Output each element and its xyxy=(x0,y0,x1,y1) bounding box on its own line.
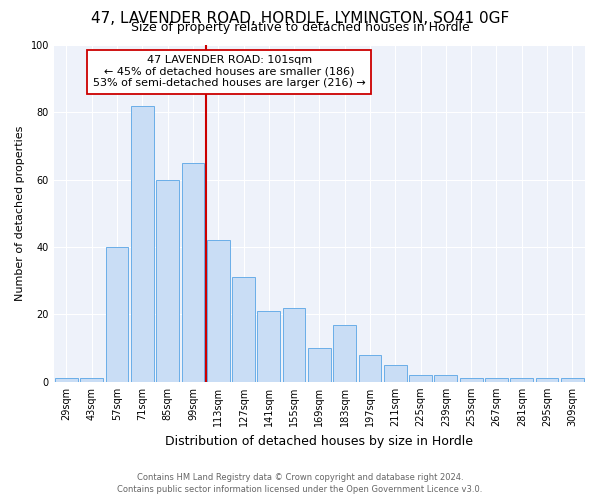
Text: Contains HM Land Registry data © Crown copyright and database right 2024.
Contai: Contains HM Land Registry data © Crown c… xyxy=(118,472,482,494)
Bar xyxy=(131,106,154,382)
Bar xyxy=(106,247,128,382)
Bar xyxy=(561,378,584,382)
Bar xyxy=(334,324,356,382)
Bar xyxy=(232,278,255,382)
Bar xyxy=(460,378,482,382)
X-axis label: Distribution of detached houses by size in Hordle: Distribution of detached houses by size … xyxy=(166,434,473,448)
Bar xyxy=(511,378,533,382)
Bar xyxy=(409,375,432,382)
Bar xyxy=(257,311,280,382)
Bar xyxy=(434,375,457,382)
Bar xyxy=(283,308,305,382)
Text: Size of property relative to detached houses in Hordle: Size of property relative to detached ho… xyxy=(131,21,469,34)
Text: 47, LAVENDER ROAD, HORDLE, LYMINGTON, SO41 0GF: 47, LAVENDER ROAD, HORDLE, LYMINGTON, SO… xyxy=(91,11,509,26)
Bar xyxy=(384,365,407,382)
Bar xyxy=(359,355,382,382)
Bar xyxy=(485,378,508,382)
Y-axis label: Number of detached properties: Number of detached properties xyxy=(15,126,25,301)
Bar xyxy=(308,348,331,382)
Bar xyxy=(536,378,559,382)
Bar xyxy=(55,378,78,382)
Bar xyxy=(182,163,205,382)
Bar xyxy=(207,240,230,382)
Bar xyxy=(156,180,179,382)
Text: 47 LAVENDER ROAD: 101sqm
← 45% of detached houses are smaller (186)
53% of semi-: 47 LAVENDER ROAD: 101sqm ← 45% of detach… xyxy=(93,55,365,88)
Bar xyxy=(80,378,103,382)
